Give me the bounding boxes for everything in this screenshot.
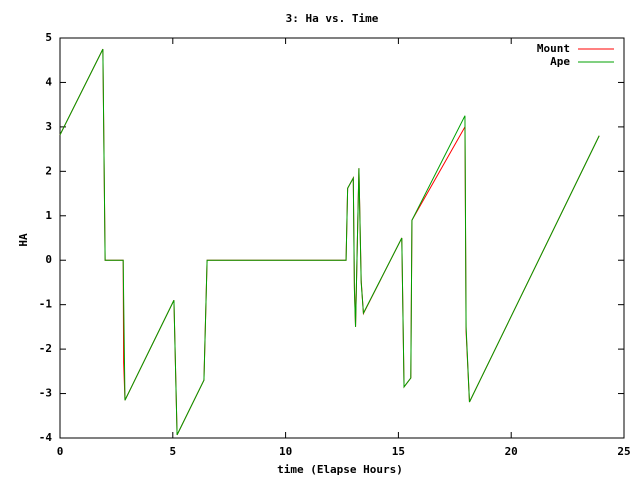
y-tick-label: 0 (45, 253, 52, 266)
y-axis-label: HA (17, 233, 30, 247)
y-tick-label: 3 (45, 120, 52, 133)
legend-label: Ape (550, 55, 570, 68)
y-tick-label: -4 (39, 431, 53, 444)
y-tick-label: 4 (45, 75, 52, 88)
x-tick-label: 5 (169, 445, 176, 458)
y-tick-label: 2 (45, 164, 52, 177)
y-tick-label: 5 (45, 31, 52, 44)
plot-border (59, 37, 625, 439)
x-tick-label: 20 (505, 445, 518, 458)
x-axis-label: time (Elapse Hours) (277, 463, 403, 476)
chart-title: 3: Ha vs. Time (286, 12, 379, 25)
y-tick-label: -1 (39, 298, 53, 311)
x-tick-label: 10 (279, 445, 292, 458)
x-tick-label: 0 (57, 445, 64, 458)
x-tick-label: 25 (617, 445, 630, 458)
x-tick-label: 15 (392, 445, 405, 458)
legend-label: Mount (537, 42, 570, 55)
series-line (59, 48, 600, 436)
y-tick-label: 1 (45, 209, 52, 222)
y-tick-label: -2 (39, 342, 52, 355)
y-tick-label: -3 (39, 387, 52, 400)
